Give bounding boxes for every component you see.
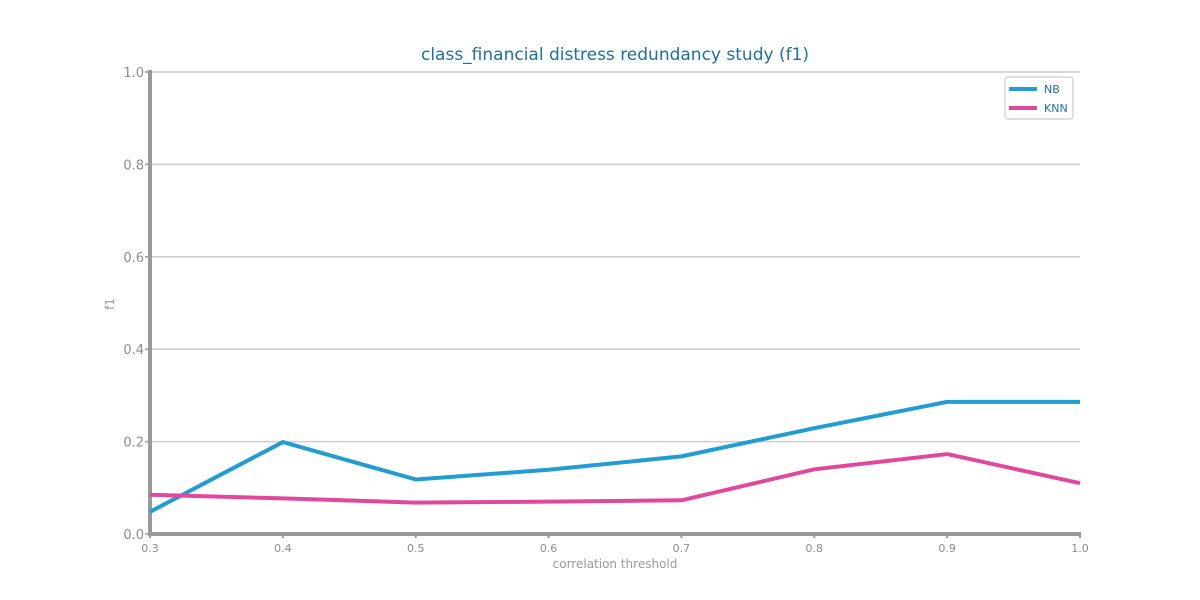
grid-lines [150, 71, 1080, 443]
y-axis-ticks: 0.0 0.2 0.4 0.6 0.8 1.0 [123, 66, 150, 543]
chart-title: class_financial distress redundancy stud… [421, 45, 809, 65]
x-tick-label: 0.4 [274, 542, 292, 555]
x-axis-label: correlation threshold [553, 557, 678, 571]
y-axis-label: f1 [103, 298, 117, 310]
axes [148, 70, 1081, 536]
x-tick-label: 0.6 [540, 542, 558, 555]
legend: NB KNN [1004, 76, 1074, 120]
y-tick-label: 0.8 [123, 158, 144, 173]
x-axis-ticks: 0.3 0.4 0.5 0.6 0.7 0.8 0.9 1.0 [141, 534, 1089, 555]
legend-label-nb: NB [1044, 83, 1060, 96]
x-tick-label: 0.5 [407, 542, 425, 555]
legend-label-knn: KNN [1044, 102, 1068, 115]
x-tick-label: 0.8 [806, 542, 824, 555]
x-tick-label: 0.7 [673, 542, 691, 555]
series-line-nb [149, 399, 1080, 514]
y-tick-label: 0.2 [123, 436, 144, 451]
y-tick-label: 0.4 [123, 343, 144, 358]
series-line-knn [149, 452, 1081, 505]
x-tick-label: 0.9 [938, 542, 956, 555]
series-lines [149, 399, 1081, 514]
x-tick-label: 1.0 [1071, 542, 1089, 555]
y-tick-label: 1.0 [123, 66, 144, 81]
x-tick-label: 0.3 [141, 542, 159, 555]
y-tick-label: 0.6 [123, 251, 144, 266]
y-tick-label: 0.0 [123, 528, 144, 543]
